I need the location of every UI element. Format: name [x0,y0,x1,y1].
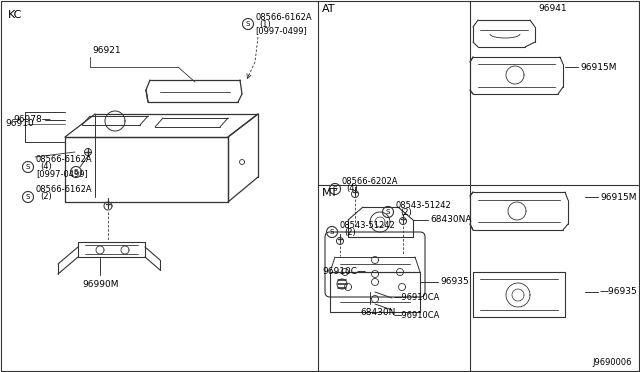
Text: S: S [26,164,30,170]
Text: S: S [386,209,390,215]
Text: (2): (2) [344,228,356,237]
Text: 96915M: 96915M [600,192,637,202]
Text: 08566-6162A: 08566-6162A [255,13,312,22]
Text: S: S [74,169,78,175]
Text: [0997-0499]: [0997-0499] [36,170,88,179]
Text: —96935: —96935 [600,288,637,296]
Text: 08543-51242: 08543-51242 [340,221,396,230]
Text: —96910CA: —96910CA [394,311,440,320]
Text: S: S [333,186,337,192]
Text: S: S [26,194,30,200]
Text: 68430NA: 68430NA [430,215,472,224]
Text: (1): (1) [259,19,271,29]
Text: 96915M: 96915M [580,62,616,71]
Text: (2): (2) [40,192,52,202]
Text: (4): (4) [346,185,358,193]
Text: J9690006: J9690006 [593,358,632,367]
Text: 96941: 96941 [538,4,566,13]
Text: 96921: 96921 [92,46,120,55]
Text: (4): (4) [40,163,52,171]
Text: 96978—: 96978— [13,115,51,124]
Text: 96990M: 96990M [82,280,118,289]
Text: 96910: 96910 [5,119,34,128]
Text: (2): (2) [400,208,412,217]
Text: 96935: 96935 [440,276,468,285]
Text: S: S [330,229,334,235]
Text: MT: MT [322,188,339,198]
Text: —96910CA: —96910CA [394,294,440,302]
Text: 96910C—: 96910C— [322,267,366,276]
Text: 08566-6202A: 08566-6202A [342,177,399,186]
Text: AT: AT [322,4,335,14]
Text: 68430N: 68430N [360,308,396,317]
Text: KC: KC [8,10,22,20]
Text: [0997-0499]: [0997-0499] [255,26,307,35]
Text: 08566-6162A: 08566-6162A [36,155,93,164]
Text: 08543-51242: 08543-51242 [396,201,452,209]
Text: 08566-6162A: 08566-6162A [36,186,93,195]
Text: S: S [246,21,250,27]
